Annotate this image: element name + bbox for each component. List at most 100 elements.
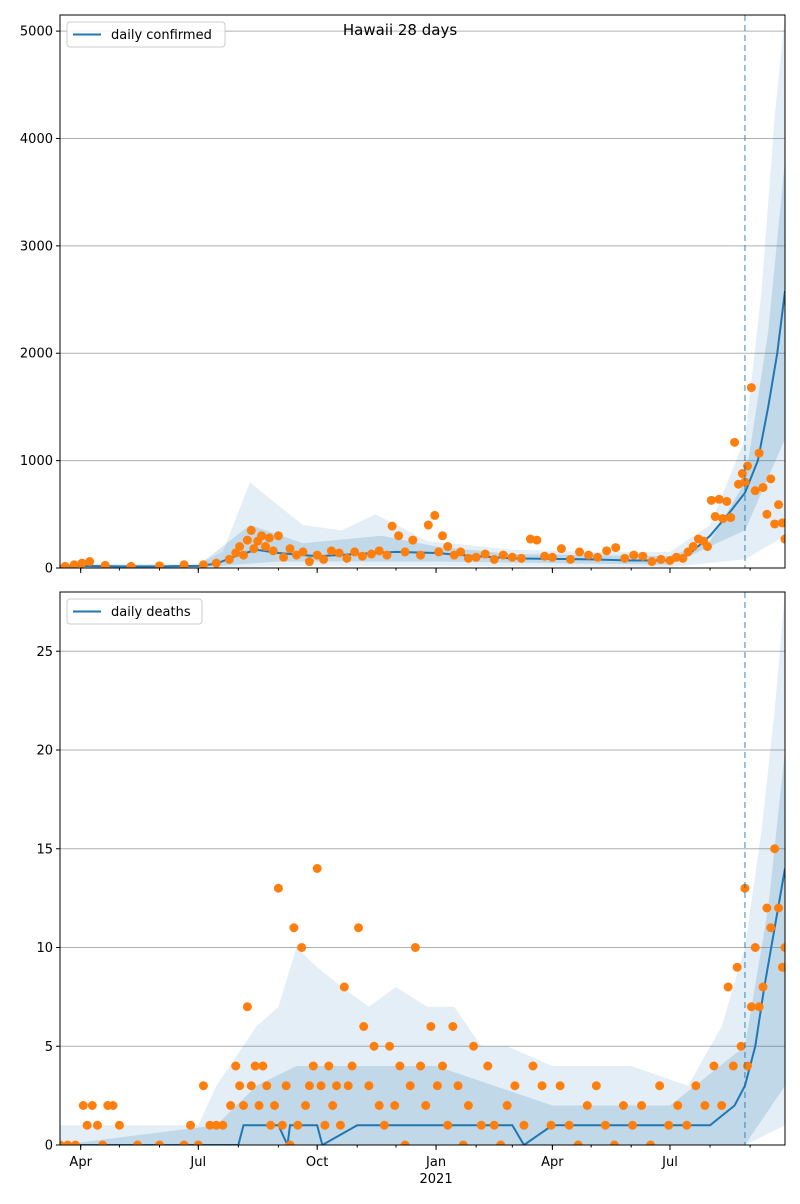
observed-point bbox=[235, 542, 245, 552]
observed-point bbox=[443, 1120, 453, 1130]
observed-point bbox=[273, 883, 283, 893]
observed-point bbox=[374, 1101, 384, 1110]
plot-area bbox=[60, 15, 785, 568]
observed-point bbox=[85, 557, 95, 567]
observed-point bbox=[374, 546, 384, 556]
y-tick-label: 0 bbox=[45, 1139, 53, 1154]
observed-point bbox=[722, 496, 732, 506]
observed-point bbox=[688, 542, 698, 552]
observed-point bbox=[710, 511, 720, 521]
observed-point bbox=[736, 1041, 746, 1051]
observed-point bbox=[750, 486, 760, 496]
x-tick-label: Apr bbox=[69, 1155, 92, 1170]
y-tick-label: 3000 bbox=[20, 239, 53, 254]
observed-point bbox=[264, 533, 274, 543]
observed-point bbox=[239, 550, 249, 560]
observed-point bbox=[312, 864, 322, 873]
observed-point bbox=[611, 543, 621, 553]
observed-point bbox=[777, 962, 785, 972]
uncertainty-band-outer bbox=[60, 15, 785, 568]
y-tick-label: 2000 bbox=[20, 347, 53, 362]
legend-box bbox=[66, 21, 226, 48]
observed-point bbox=[266, 1120, 276, 1130]
observed-point bbox=[369, 1041, 379, 1051]
observed-point bbox=[547, 552, 557, 562]
observed-point bbox=[179, 1140, 189, 1145]
observed-point bbox=[339, 982, 349, 992]
observed-point bbox=[416, 550, 426, 560]
observed-point bbox=[463, 1101, 473, 1110]
observed-point bbox=[347, 1061, 357, 1071]
observed-point bbox=[546, 1120, 556, 1130]
observed-point bbox=[155, 561, 165, 568]
observed-point bbox=[133, 1140, 143, 1145]
legend-label: daily confirmed bbox=[111, 28, 212, 43]
uncertainty-band-outer bbox=[60, 592, 785, 1145]
observed-point bbox=[273, 531, 283, 541]
observed-point bbox=[394, 531, 404, 541]
observed-point bbox=[638, 551, 648, 561]
observed-point bbox=[746, 1002, 756, 1012]
observed-point bbox=[426, 1022, 436, 1031]
observed-point bbox=[471, 552, 481, 562]
observed-point bbox=[496, 1140, 506, 1145]
observed-point bbox=[438, 1061, 448, 1071]
observed-point bbox=[385, 1041, 395, 1051]
observed-point bbox=[528, 1061, 538, 1071]
observed-point bbox=[366, 549, 376, 559]
observed-point bbox=[584, 550, 594, 560]
observed-point bbox=[728, 1061, 738, 1071]
observed-point bbox=[766, 474, 776, 484]
observed-point bbox=[458, 1140, 468, 1145]
observed-point bbox=[293, 1120, 303, 1130]
observed-point bbox=[359, 1022, 369, 1031]
observed-point bbox=[258, 1061, 268, 1071]
observed-point bbox=[285, 544, 295, 554]
observed-point bbox=[540, 551, 550, 561]
observed-point bbox=[469, 1041, 479, 1051]
observed-point bbox=[628, 1120, 638, 1130]
legend-label: daily deaths bbox=[111, 605, 191, 620]
observed-point bbox=[198, 1081, 208, 1091]
observed-point bbox=[285, 1140, 295, 1145]
observed-point bbox=[198, 560, 208, 568]
legend: daily deaths bbox=[66, 598, 203, 625]
observed-point bbox=[717, 1101, 727, 1110]
observed-point bbox=[155, 1140, 165, 1145]
y-tick-label: 0 bbox=[45, 562, 53, 577]
observed-point bbox=[565, 554, 575, 564]
observed-point bbox=[655, 1081, 665, 1091]
observed-point bbox=[600, 1120, 610, 1130]
observed-point bbox=[774, 903, 784, 913]
observed-point bbox=[334, 548, 344, 558]
observed-point bbox=[242, 535, 252, 545]
observed-point bbox=[262, 1081, 272, 1091]
observed-point bbox=[357, 551, 367, 561]
observed-point bbox=[443, 542, 453, 552]
observed-point bbox=[289, 923, 299, 933]
observed-point bbox=[618, 1101, 628, 1110]
x-tick-label: Jul bbox=[661, 1155, 678, 1170]
observed-point bbox=[555, 1081, 565, 1091]
observed-point bbox=[69, 560, 79, 568]
observed-point bbox=[709, 1061, 719, 1071]
observed-point bbox=[777, 518, 785, 528]
observed-point bbox=[746, 383, 756, 393]
observed-point bbox=[726, 513, 736, 523]
observed-point bbox=[246, 1081, 256, 1091]
observed-point bbox=[483, 1061, 493, 1071]
x-tick-label: Apr bbox=[541, 1155, 564, 1170]
observed-point bbox=[502, 1101, 512, 1110]
observed-point bbox=[260, 542, 270, 552]
observed-point bbox=[691, 1081, 701, 1091]
observed-point bbox=[432, 1081, 442, 1091]
observed-point bbox=[510, 1081, 520, 1091]
observed-point bbox=[702, 542, 712, 552]
model-series-line bbox=[60, 290, 785, 568]
observed-point bbox=[235, 1081, 245, 1091]
y-tick-label: 1000 bbox=[20, 454, 53, 469]
observed-point bbox=[205, 1120, 215, 1130]
observed-point bbox=[637, 1101, 647, 1110]
observed-point bbox=[249, 544, 259, 554]
